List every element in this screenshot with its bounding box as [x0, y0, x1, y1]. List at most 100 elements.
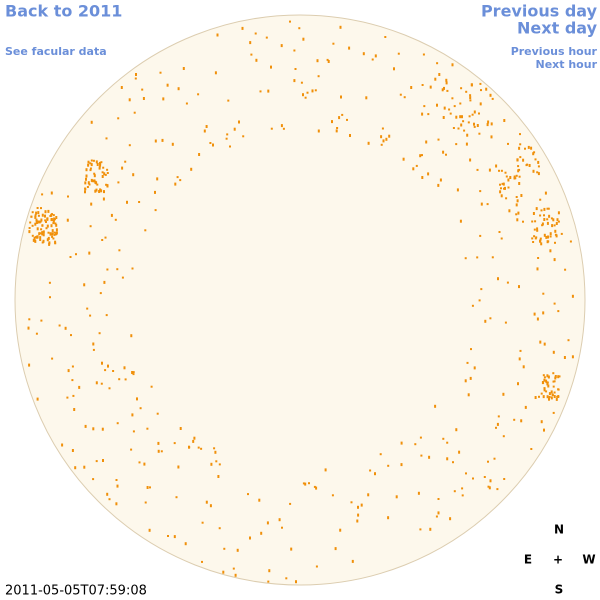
facula — [282, 127, 285, 130]
back-link[interactable]: Back to 2011 — [5, 2, 122, 21]
facula — [41, 213, 44, 217]
facula — [419, 528, 422, 531]
facula — [85, 177, 87, 181]
facula — [176, 176, 179, 179]
next-day-link[interactable]: Next day — [517, 19, 598, 38]
facula — [214, 450, 217, 454]
facula — [480, 89, 482, 92]
facula — [518, 146, 521, 150]
facula — [542, 395, 545, 399]
facula — [31, 211, 34, 214]
facula — [121, 166, 124, 170]
facula — [51, 357, 54, 360]
facula — [35, 222, 38, 224]
facula — [92, 159, 95, 162]
facula — [89, 167, 92, 170]
facula — [156, 412, 159, 415]
facula — [311, 89, 314, 93]
facula — [442, 116, 445, 119]
facula — [173, 535, 176, 539]
facula — [553, 258, 556, 262]
facula — [87, 161, 90, 164]
facula — [51, 235, 54, 238]
facula — [115, 502, 118, 506]
facula — [516, 218, 519, 222]
facula — [519, 156, 522, 159]
compass-e: E — [524, 553, 532, 567]
facula — [130, 448, 133, 451]
facula — [45, 221, 47, 223]
facula — [532, 169, 535, 173]
next-hour-link[interactable]: Next hour — [536, 58, 598, 71]
facula — [548, 397, 550, 401]
facula — [188, 445, 190, 449]
facula — [90, 120, 93, 124]
facula — [41, 231, 44, 235]
prev-hour-link[interactable]: Previous hour — [511, 45, 598, 58]
facula — [38, 232, 41, 236]
prev-day-link[interactable]: Previous day — [481, 2, 598, 21]
facula — [503, 478, 506, 480]
facula — [98, 190, 101, 193]
facula — [542, 381, 545, 384]
facula — [486, 123, 489, 127]
facula — [434, 404, 437, 408]
facula — [91, 179, 94, 182]
facula — [218, 527, 221, 530]
facula — [35, 218, 38, 222]
facula — [557, 395, 560, 397]
facula — [226, 133, 229, 136]
facula — [52, 237, 55, 240]
facula — [526, 163, 529, 166]
facula — [36, 397, 39, 401]
facula — [428, 455, 431, 459]
compass-n: N — [554, 523, 564, 537]
facula — [350, 501, 353, 504]
facular-link[interactable]: See facular data — [5, 45, 107, 58]
facula — [78, 385, 81, 389]
facula — [439, 178, 442, 182]
facula — [332, 42, 335, 45]
facula — [536, 267, 539, 271]
facula — [217, 475, 220, 478]
facula — [90, 159, 93, 162]
facula — [496, 422, 499, 426]
facula — [429, 527, 432, 531]
facula — [40, 207, 42, 210]
facula — [203, 129, 206, 133]
facula — [384, 36, 387, 38]
facula — [166, 83, 169, 87]
facula — [212, 143, 214, 147]
facula — [86, 186, 89, 188]
facula — [537, 165, 540, 168]
facula — [498, 169, 500, 172]
facula — [270, 127, 273, 130]
facula — [339, 528, 342, 532]
facula — [460, 123, 463, 127]
facula — [340, 95, 342, 99]
facula — [543, 387, 546, 391]
facula — [560, 232, 563, 235]
facula — [502, 182, 505, 186]
facula — [162, 97, 165, 101]
facula — [55, 232, 58, 236]
facula — [534, 220, 537, 223]
facula — [437, 183, 440, 187]
facula — [128, 98, 131, 102]
facula — [30, 215, 33, 218]
facula — [28, 230, 31, 234]
facula — [259, 90, 262, 93]
facula — [410, 86, 413, 89]
facula — [149, 486, 151, 489]
facula — [436, 103, 438, 107]
facula — [101, 239, 104, 241]
facula — [106, 492, 109, 496]
facula — [100, 382, 103, 385]
facula — [216, 33, 219, 37]
facula — [557, 310, 560, 313]
facula — [473, 122, 475, 126]
facula — [519, 143, 522, 146]
facula — [118, 249, 121, 252]
facula — [427, 172, 430, 176]
facula — [502, 435, 505, 438]
